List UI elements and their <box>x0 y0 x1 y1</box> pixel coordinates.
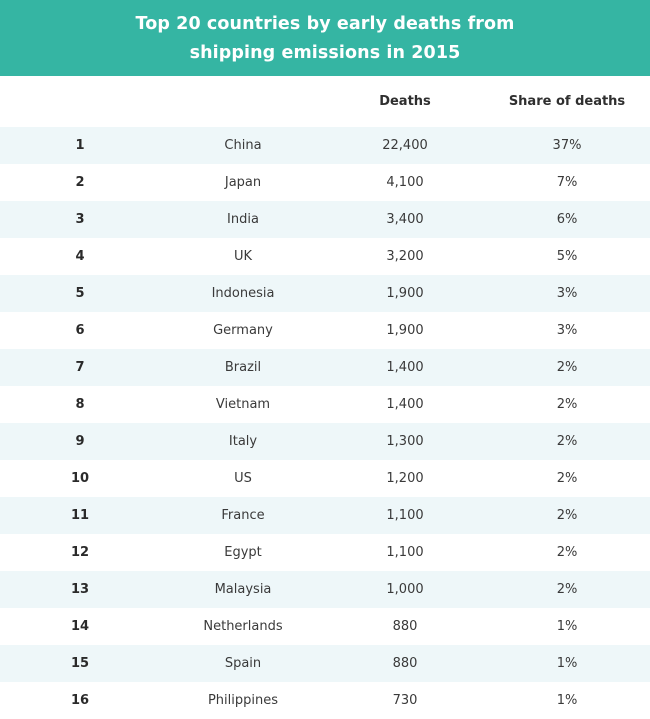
table-row: 10 US 1,200 2% <box>0 460 650 497</box>
rank-cell: 3 <box>75 212 85 227</box>
share-cell: 2% <box>556 397 578 412</box>
deaths-cell: 1,400 <box>386 360 424 375</box>
table-row: 5 Indonesia 1,900 3% <box>0 275 650 312</box>
rank-cell: 14 <box>70 619 90 634</box>
country-cell: India <box>227 212 259 227</box>
share-cell: 37% <box>552 138 582 153</box>
deaths-cell: 880 <box>392 656 418 671</box>
share-cell: 3% <box>556 286 578 301</box>
share-cell: 3% <box>556 323 578 338</box>
deaths-cell: 1,300 <box>386 434 424 449</box>
deaths-cell: 1,900 <box>386 323 424 338</box>
rank-cell: 4 <box>75 249 85 264</box>
table-row: 2 Japan 4,100 7% <box>0 164 650 201</box>
deaths-cell: 730 <box>392 693 418 708</box>
country-cell: China <box>224 138 262 153</box>
table-row: 15 Spain 880 1% <box>0 645 650 682</box>
rank-cell: 16 <box>70 693 90 708</box>
rank-cell: 2 <box>75 175 85 190</box>
share-cell: 7% <box>556 175 578 190</box>
country-cell: Brazil <box>224 360 262 375</box>
country-cell: Vietnam <box>215 397 271 412</box>
deaths-cell: 880 <box>392 619 418 634</box>
share-cell: 5% <box>556 249 578 264</box>
deaths-cell: 3,200 <box>386 249 424 264</box>
share-cell: 2% <box>556 582 578 597</box>
deaths-cell: 1,400 <box>386 397 424 412</box>
deaths-cell: 1,100 <box>386 545 424 560</box>
share-cell: 2% <box>556 471 578 486</box>
table-row: 4 UK 3,200 5% <box>0 238 650 275</box>
country-cell: Indonesia <box>211 286 275 301</box>
rank-cell: 12 <box>70 545 90 560</box>
table-title-line-1: Top 20 countries by early deaths from <box>135 14 515 34</box>
share-cell: 6% <box>556 212 578 227</box>
deaths-cell: 4,100 <box>386 175 424 190</box>
share-cell: 1% <box>556 619 578 634</box>
table-title-line-2: shipping emissions in 2015 <box>189 43 461 63</box>
share-cell: 1% <box>556 693 578 708</box>
column-header-share: Share of deaths <box>508 94 626 109</box>
country-cell: UK <box>233 249 253 264</box>
table-row: 13 Malaysia 1,000 2% <box>0 571 650 608</box>
table-header-banner: Top 20 countries by early deaths from sh… <box>0 0 650 76</box>
table-row: 14 Netherlands 880 1% <box>0 608 650 645</box>
table-row: 11 France 1,100 2% <box>0 497 650 534</box>
rank-cell: 11 <box>70 508 90 523</box>
table-row: 7 Brazil 1,400 2% <box>0 349 650 386</box>
rank-cell: 10 <box>70 471 90 486</box>
table-row: 3 India 3,400 6% <box>0 201 650 238</box>
column-header-deaths: Deaths <box>379 94 431 109</box>
deaths-cell: 1,000 <box>386 582 424 597</box>
deaths-cell: 1,900 <box>386 286 424 301</box>
share-cell: 2% <box>556 545 578 560</box>
column-headers: Deaths Share of deaths <box>0 76 650 127</box>
rank-cell: 6 <box>75 323 85 338</box>
deaths-cell: 3,400 <box>386 212 424 227</box>
country-cell: US <box>234 471 252 486</box>
share-cell: 1% <box>556 656 578 671</box>
deaths-cell: 1,200 <box>386 471 424 486</box>
country-cell: Spain <box>224 656 262 671</box>
country-cell: Egypt <box>224 545 262 560</box>
table-body: 1 China 22,400 37% 2 Japan 4,100 7% 3 India 3,400 6… <box>0 127 650 719</box>
country-cell: Japan <box>224 175 262 190</box>
rank-cell: 8 <box>75 397 85 412</box>
deaths-cell: 22,400 <box>382 138 428 153</box>
rank-cell: 7 <box>75 360 85 375</box>
country-cell: Germany <box>213 323 273 338</box>
rank-cell: 1 <box>75 138 85 153</box>
table-row: 8 Vietnam 1,400 2% <box>0 386 650 423</box>
table-row: 6 Germany 1,900 3% <box>0 312 650 349</box>
share-cell: 2% <box>556 508 578 523</box>
rank-cell: 9 <box>75 434 85 449</box>
country-cell: Italy <box>228 434 258 449</box>
rank-cell: 5 <box>75 286 85 301</box>
country-cell: Netherlands <box>203 619 283 634</box>
table-row: 1 China 22,400 37% <box>0 127 650 164</box>
deaths-cell: 1,100 <box>386 508 424 523</box>
table-row: 12 Egypt 1,100 2% <box>0 534 650 571</box>
country-cell: Philippines <box>207 693 279 708</box>
share-cell: 2% <box>556 360 578 375</box>
share-cell: 2% <box>556 434 578 449</box>
country-cell: Malaysia <box>214 582 272 597</box>
country-cell: France <box>221 508 265 523</box>
rank-cell: 13 <box>70 582 90 597</box>
table-row: 9 Italy 1,300 2% <box>0 423 650 460</box>
table-row: 16 Philippines 730 1% <box>0 682 650 719</box>
rank-cell: 15 <box>70 656 90 671</box>
